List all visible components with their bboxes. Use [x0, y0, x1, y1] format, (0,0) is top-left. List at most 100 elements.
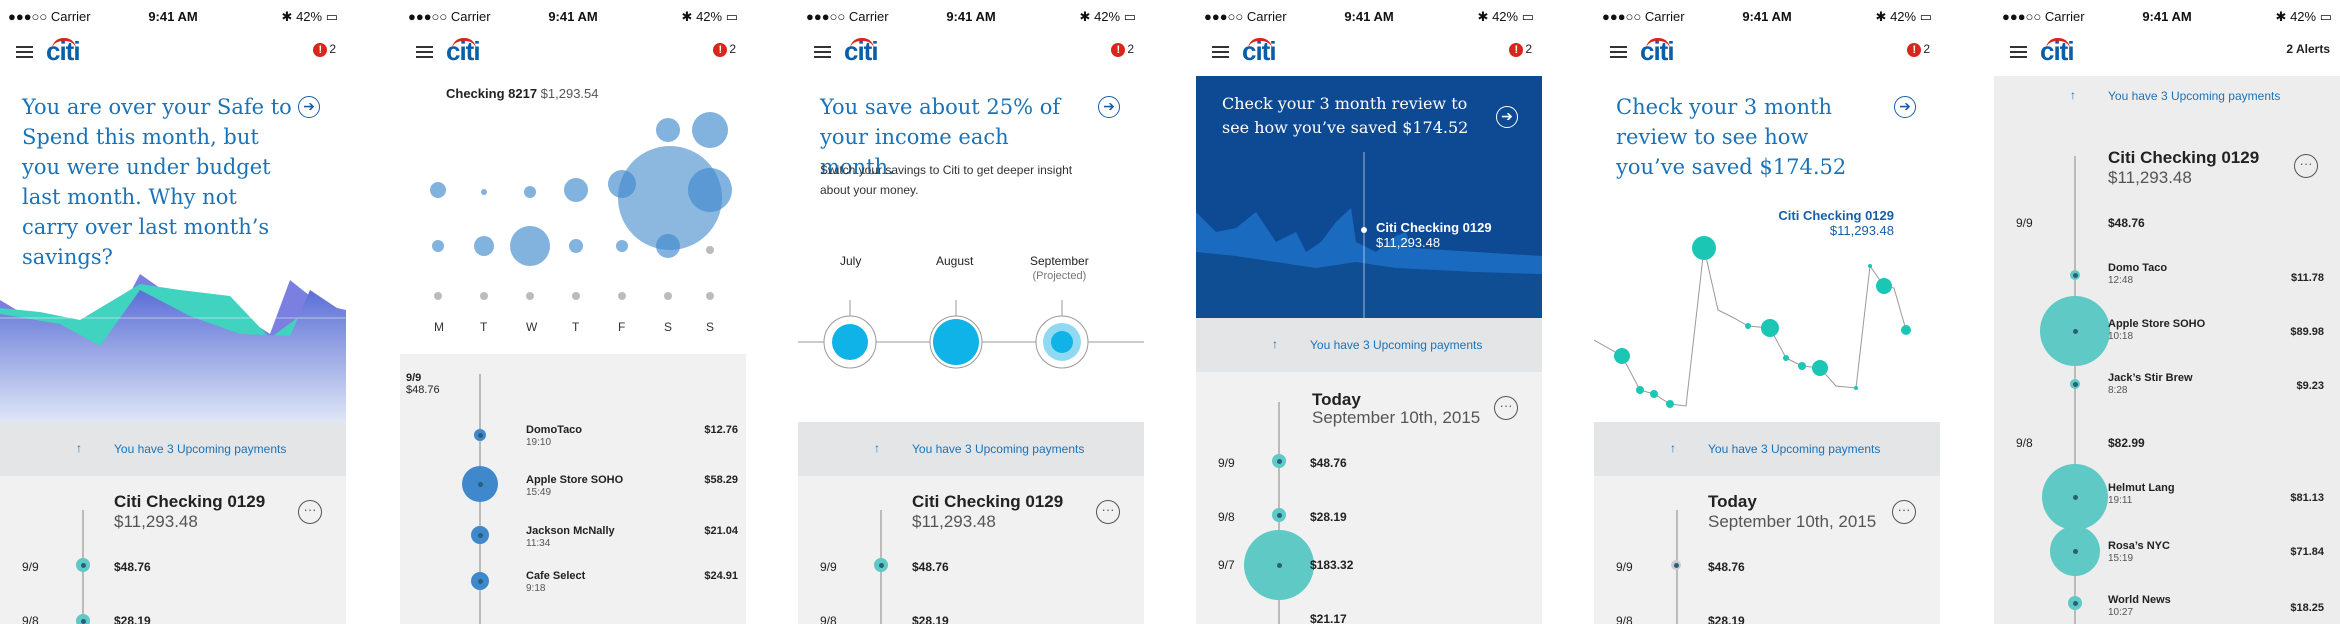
account-section: Citi Checking 0129 $11,293.48 ··· 9/9 $48…	[0, 476, 346, 624]
more-icon[interactable]: ···	[298, 500, 322, 524]
list-item[interactable]: DomoTaco 19:10	[526, 424, 583, 448]
menu-icon[interactable]	[16, 46, 33, 58]
citi-logo: citi	[2040, 36, 2075, 66]
status-bar: ●●●○○ Carrier 9:41 AM ✱ 42% ▭	[0, 0, 346, 32]
list-item[interactable]: World News 10:27	[2108, 594, 2171, 618]
app-header: citi ! 2	[798, 32, 1144, 72]
arrow-up-icon: ↑	[2070, 88, 2076, 102]
alert-badge[interactable]: ! 2	[1907, 42, 1930, 57]
screen-safe-to-spend: ●●●○○ Carrier 9:41 AM ✱ 42% ▭ citi ! 2 Yo…	[0, 0, 346, 624]
timeline-node[interactable]	[1272, 454, 1286, 468]
list-item[interactable]: Domo Taco 12:48	[2108, 262, 2168, 286]
list-item[interactable]: Rosa’s NYC 15:19	[2108, 540, 2170, 564]
screen-transaction-timeline: ●●●○○ Carrier 9:41 AM ✱ 42% ▭ citi 2 Ale…	[1994, 0, 2340, 624]
timeline-node[interactable]	[874, 558, 888, 572]
bubble-chart-title: Checking 8217 $1,293.54	[446, 86, 599, 101]
alert-badge[interactable]: ! 2	[713, 42, 736, 57]
upcoming-label: You have 3 Upcoming payments	[114, 442, 287, 456]
alert-icon: !	[713, 43, 728, 57]
list-item[interactable]: Cafe Select 9:18	[526, 570, 586, 594]
review-panel: Check your 3 month review to see how you…	[1196, 76, 1542, 318]
arrow-up-icon: ↑	[874, 441, 880, 455]
carrier-label: ●●●○○ Carrier	[8, 9, 91, 24]
status-bar: ●●●○○ Carrier 9:41 AM ✱ 42% ▭	[1204, 9, 1534, 24]
upcoming-payments-bar[interactable]: ↑ You have 3 Upcoming payments	[1196, 318, 1542, 372]
more-icon[interactable]: ···	[1096, 500, 1120, 524]
timeline-node[interactable]	[2050, 526, 2100, 576]
more-icon[interactable]: ···	[2294, 154, 2318, 178]
timeline-node[interactable]	[76, 614, 90, 624]
battery-label: ✱ 42% ▭	[281, 9, 338, 24]
timeline-node[interactable]	[2070, 379, 2080, 389]
today-date: September 10th, 2015	[1708, 512, 1877, 531]
timeline-node[interactable]	[2042, 464, 2108, 530]
timeline-node[interactable]	[2070, 270, 2080, 280]
alert-badge[interactable]: ! 2	[1111, 42, 1134, 57]
arrow-up-icon: ↑	[1670, 441, 1676, 455]
timeline-node[interactable]	[1272, 508, 1286, 522]
menu-icon[interactable]	[814, 46, 831, 58]
list-item[interactable]: Apple Store SOHO 10:18	[2108, 318, 2206, 342]
chart-tooltip: Citi Checking 0129 $11,293.48	[1376, 220, 1492, 250]
menu-icon[interactable]	[1212, 46, 1229, 58]
clock: 9:41 AM	[148, 9, 198, 24]
timeline-node[interactable]	[474, 429, 486, 441]
upcoming-payments-bar[interactable]: ↑ You have 3 Upcoming payments	[0, 422, 346, 476]
account-name: Citi Checking 0129	[912, 492, 1064, 511]
day-group: 9/9 $48.76	[406, 372, 440, 396]
list-item[interactable]: Jackson McNally 11:34	[526, 525, 615, 549]
list-item[interactable]: Helmut Lang 19:11	[2108, 482, 2175, 506]
arrow-right-icon[interactable]: ➔	[1098, 96, 1120, 118]
arrow-right-icon[interactable]: ➔	[1496, 106, 1518, 128]
upcoming-payments-bar[interactable]: ↑ You have 3 Upcoming payments	[2070, 88, 2281, 103]
list-item[interactable]: Jack’s Stir Brew 8:28	[2108, 372, 2193, 396]
balance-area-chart	[1196, 152, 1542, 318]
upcoming-payments-bar[interactable]: ↑ You have 3 Upcoming payments	[1594, 422, 1940, 476]
timeline-node[interactable]	[1671, 560, 1681, 570]
status-bar: ●●●○○ Carrier 9:41 AM ✱ 42% ▭	[2002, 9, 2332, 24]
month-label: July	[840, 254, 862, 268]
today-date: September 10th, 2015	[1312, 408, 1481, 427]
bubble-chart	[430, 112, 732, 300]
body-text: Switch your savings to Citi to get deepe…	[820, 163, 1073, 197]
account-balance: $11,293.48	[2108, 168, 2192, 187]
timeline-panel: ↑ You have 3 Upcoming payments Citi Chec…	[1994, 76, 2340, 624]
timeline-node[interactable]	[2068, 596, 2082, 610]
timeline-node[interactable]	[462, 466, 498, 502]
arrow-right-icon[interactable]: ➔	[298, 96, 320, 118]
screen-3-month-review-light: ●●●○○ Carrier 9:41 AM ✱ 42% ▭ citi ! 2 Ch…	[1594, 0, 1940, 624]
alert-badge[interactable]: ! 2	[313, 42, 336, 57]
menu-icon[interactable]	[2010, 46, 2027, 58]
alerts-button[interactable]: 2 Alerts	[2286, 42, 2330, 56]
list-item[interactable]: Apple Store SOHO 15:49	[526, 474, 624, 498]
screen-savings-insight: ●●●○○ Carrier 9:41 AM ✱ 42% ▭ citi ! 2 Yo…	[798, 0, 1144, 624]
arrow-up-icon: ↑	[1272, 337, 1278, 351]
today-label: Today	[1312, 390, 1361, 409]
app-header: citi ! 2	[0, 32, 346, 72]
timeline-line	[2074, 156, 2076, 624]
alert-badge[interactable]: ! 2	[1509, 42, 1532, 57]
account-name: Citi Checking 0129	[2108, 148, 2260, 167]
timeline-node[interactable]	[471, 572, 489, 590]
timeline-node[interactable]	[1244, 530, 1314, 600]
more-icon[interactable]: ···	[1892, 500, 1916, 524]
menu-icon[interactable]	[1610, 46, 1627, 58]
more-icon[interactable]: ···	[1494, 396, 1518, 420]
headline: You save about 25% of your income each m…	[820, 95, 1061, 179]
month-label: September (Projected)	[1030, 254, 1089, 282]
transactions-section: 9/9 $48.76 DomoTaco 19:10 $12.76 Apple Sto…	[400, 354, 746, 624]
app-header: citi ! 2	[400, 32, 746, 72]
arrow-right-icon[interactable]: ➔	[1894, 96, 1916, 118]
screen-3-month-review-dark: ●●●○○ Carrier 9:41 AM ✱ 42% ▭ citi ! 2 Ch…	[1196, 0, 1542, 624]
upcoming-payments-bar[interactable]: ↑ You have 3 Upcoming payments	[798, 422, 1144, 476]
timeline-node[interactable]	[76, 558, 90, 572]
account-section: Citi Checking 0129 $11,293.48 ··· 9/9 $48…	[798, 476, 1144, 624]
timeline-node[interactable]	[471, 526, 489, 544]
menu-icon[interactable]	[416, 46, 433, 58]
headline: You are over your Safe to Spend this mon…	[22, 95, 292, 269]
today-label: Today	[1708, 492, 1757, 511]
account-section: Today September 10th, 2015 ··· 9/9 $48.76…	[1594, 476, 1940, 624]
headline: Check your 3 month review to see how you…	[1222, 94, 1469, 137]
timeline-node[interactable]	[2040, 296, 2110, 366]
headline: Check your 3 month review to see how you…	[1616, 95, 1847, 179]
